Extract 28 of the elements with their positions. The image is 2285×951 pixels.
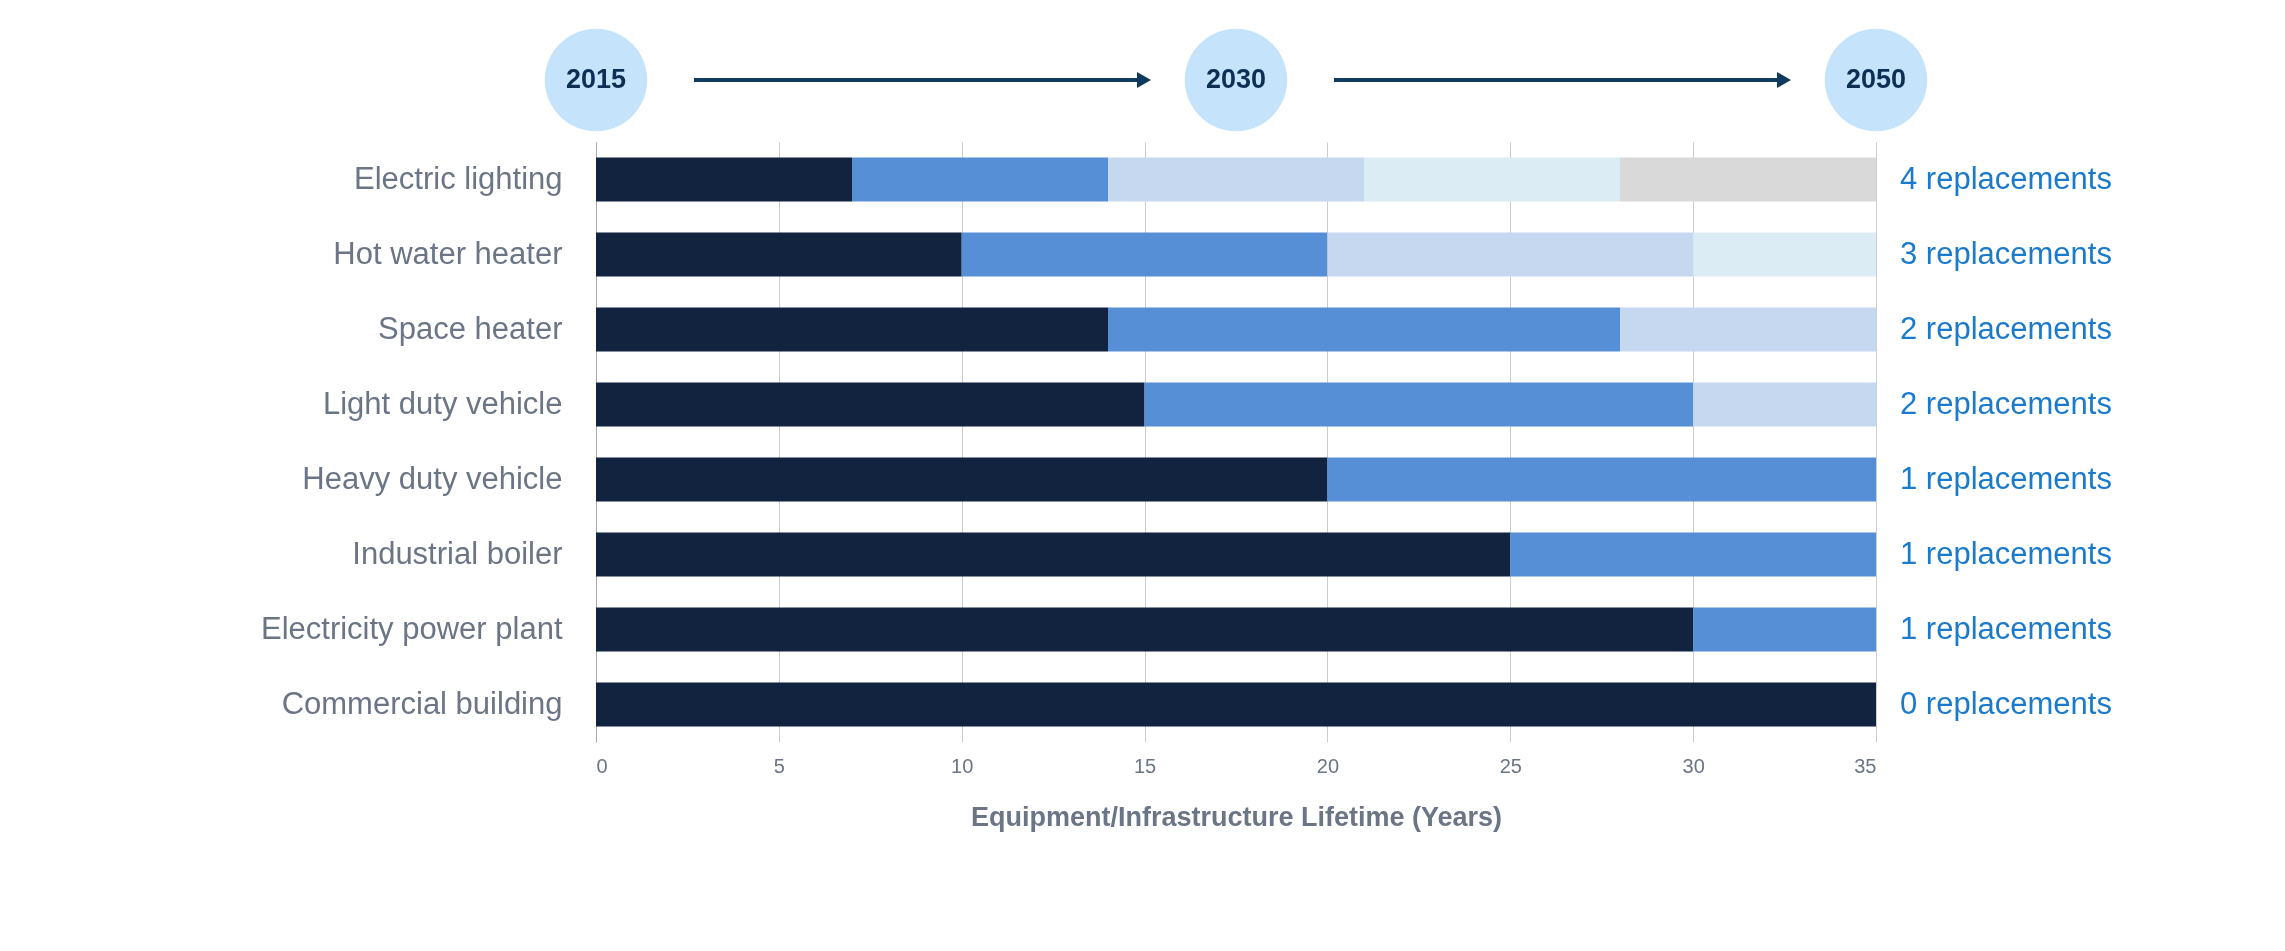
text: 2015 (565, 64, 627, 94)
text: 2 replacements (1900, 310, 2112, 346)
text: 1 replacements (1900, 610, 2112, 646)
y-tick-label: Electric lighting (354, 160, 563, 196)
y-tick-label: Heavy duty vehicle (302, 460, 563, 496)
text: 0 replacements (1900, 685, 2112, 721)
x-axis-title: Equipment/Infrastructure Lifetime (Years) (970, 801, 1503, 832)
text: 2030 (1205, 64, 1267, 94)
text: 1 replacements (1900, 460, 2112, 496)
text: 3 replacements (1900, 235, 2112, 271)
x-tick-label: 10 (951, 754, 974, 777)
y-tick-label: Light duty vehicle (322, 385, 563, 421)
y-tick-label: Industrial boiler (352, 535, 563, 571)
x-tick-label: 5 (773, 754, 785, 777)
x-tick-label: 25 (1499, 754, 1522, 777)
text: 4 replacements (1900, 160, 2112, 196)
text: 2 replacements (1900, 385, 2112, 421)
text: 2050 (1845, 64, 1907, 94)
y-tick-label: Commercial building (281, 685, 563, 721)
y-tick-label: Hot water heater (333, 235, 563, 271)
text: 1 replacements (1900, 535, 2112, 571)
x-tick-label: 15 (1133, 754, 1157, 777)
x-tick-label: 20 (1316, 754, 1340, 777)
x-tick-label: 0 (596, 754, 608, 777)
x-tick-label: 35 (1854, 754, 1877, 777)
x-tick-label: 30 (1682, 754, 1705, 777)
y-tick-label: Space heater (378, 310, 563, 346)
y-tick-label: Electricity power plant (260, 610, 563, 646)
